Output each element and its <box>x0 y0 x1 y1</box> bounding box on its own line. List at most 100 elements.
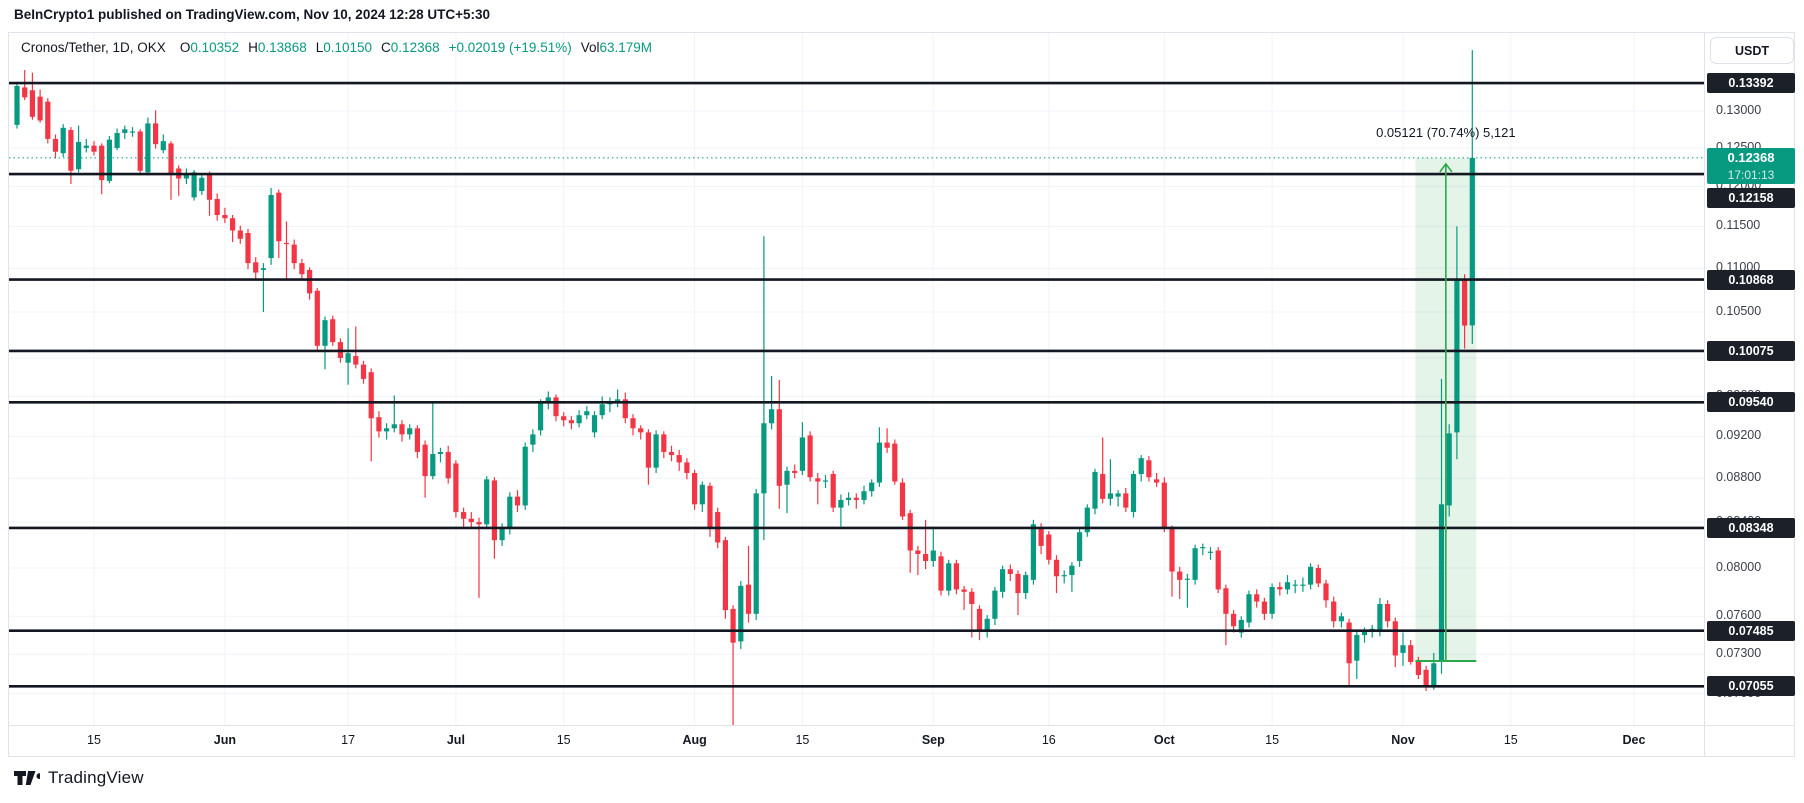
current-price-value: 0.12368 <box>1727 149 1775 165</box>
candle-body <box>1346 622 1352 664</box>
byline: BeInCrypto1 published on TradingView.com… <box>14 7 491 22</box>
candle-body <box>368 372 374 419</box>
candle-body <box>1392 621 1398 656</box>
time-axis-month-label: Dec <box>1622 733 1646 747</box>
candle-body <box>568 420 574 424</box>
candle-body <box>738 585 744 642</box>
candle-body <box>206 173 213 200</box>
candle-body <box>183 174 189 179</box>
candle-body <box>1000 569 1006 592</box>
time-axis-day-label: 15 <box>795 733 810 747</box>
candle-body <box>22 87 28 98</box>
candle-body <box>168 143 174 175</box>
symbol-title[interactable]: Cronos/Tether, 1D, OKX <box>21 40 166 55</box>
candle-body <box>52 138 59 152</box>
time-axis-day-label: 15 <box>556 733 571 747</box>
candle-body <box>268 195 274 259</box>
candle-body <box>815 478 821 482</box>
candle-body <box>299 263 305 275</box>
tradingview-logo[interactable]: TradingView <box>14 768 144 788</box>
candle-body <box>491 480 497 541</box>
candle-body <box>622 399 628 419</box>
candle-body <box>615 399 621 402</box>
candle-body <box>153 123 159 145</box>
candle-body <box>1338 616 1344 622</box>
candle-body <box>1292 584 1298 586</box>
time-axis-month-label: Jun <box>213 733 237 747</box>
candle-body <box>283 242 290 245</box>
candle-body <box>1261 601 1267 614</box>
candle-body <box>1169 528 1175 572</box>
tradingview-logo-icon <box>14 770 40 785</box>
candle-body <box>1269 587 1275 614</box>
candle-body <box>99 145 105 181</box>
legend-field: Vol63.179M <box>580 40 653 55</box>
time-axis-month-label: Sep <box>921 733 945 747</box>
candle-body <box>91 145 97 152</box>
candle-body <box>199 177 205 192</box>
time-axis-month-label: Oct <box>1153 733 1175 747</box>
price-tick: 0.10500 <box>1716 304 1762 319</box>
candle-body <box>630 418 636 429</box>
price-chart-canvas[interactable] <box>9 33 1704 725</box>
candle-body <box>1323 583 1329 601</box>
candle-body <box>561 416 567 421</box>
candle-body <box>1462 279 1468 326</box>
level-price-label: 0.09540 <box>1707 392 1795 413</box>
candle-body <box>1400 645 1406 653</box>
candle-body <box>461 512 467 519</box>
candle-body <box>591 415 598 433</box>
candle-body <box>360 364 367 379</box>
candle-body <box>37 96 43 121</box>
candle-body <box>1354 635 1360 661</box>
time-axis-day-label: 15 <box>1503 733 1518 747</box>
candle-body <box>1415 661 1421 676</box>
range-tool-annotation[interactable]: 0.05121 (70.74%) 5,121 <box>1376 124 1516 140</box>
candle-body <box>676 455 682 463</box>
price-tick: 0.07600 <box>1716 608 1762 623</box>
candle-body <box>376 417 382 432</box>
candle-body <box>907 513 913 551</box>
candle-body <box>892 443 898 482</box>
candle-body <box>514 496 521 506</box>
candle-body <box>1100 474 1106 499</box>
currency-button[interactable]: USDT <box>1710 37 1794 64</box>
candle-body <box>699 484 705 505</box>
legend-field: +0.02019 (+19.51%) <box>448 40 572 55</box>
legend-field: H0.13868 <box>248 40 307 55</box>
candle-body <box>1277 587 1283 590</box>
candle-body <box>445 451 451 479</box>
candle-body <box>129 131 136 133</box>
candle-body <box>807 435 813 478</box>
candle-body <box>1454 279 1460 433</box>
candle-body <box>507 496 513 528</box>
candle-body <box>29 90 35 117</box>
level-price-label: 0.07485 <box>1707 620 1795 641</box>
candle-body <box>468 518 474 523</box>
price-tick: 0.07300 <box>1716 646 1762 661</box>
candle-body <box>1192 548 1198 580</box>
candle-body <box>1092 471 1098 509</box>
candle-body <box>1184 578 1190 580</box>
candle-body <box>160 141 166 151</box>
candle-body <box>761 423 767 494</box>
time-axis-day-label: 15 <box>87 733 101 747</box>
candle-body <box>776 409 782 486</box>
candle-body <box>553 397 559 417</box>
candle-body <box>784 470 790 485</box>
candle-body <box>1007 569 1013 574</box>
candle-body <box>291 244 297 264</box>
candle-body <box>122 129 128 133</box>
candle-body <box>722 540 728 611</box>
candle-body <box>953 563 959 590</box>
candle-body <box>407 428 413 435</box>
candle-body <box>1231 613 1237 627</box>
candle-body <box>1053 559 1060 577</box>
candle-body <box>1023 575 1029 594</box>
candle-body <box>1284 582 1291 590</box>
candle-body <box>230 218 236 231</box>
candle-body <box>792 470 798 473</box>
candle-body <box>530 434 536 445</box>
candle-body <box>391 424 397 429</box>
candle-body <box>1308 566 1314 585</box>
